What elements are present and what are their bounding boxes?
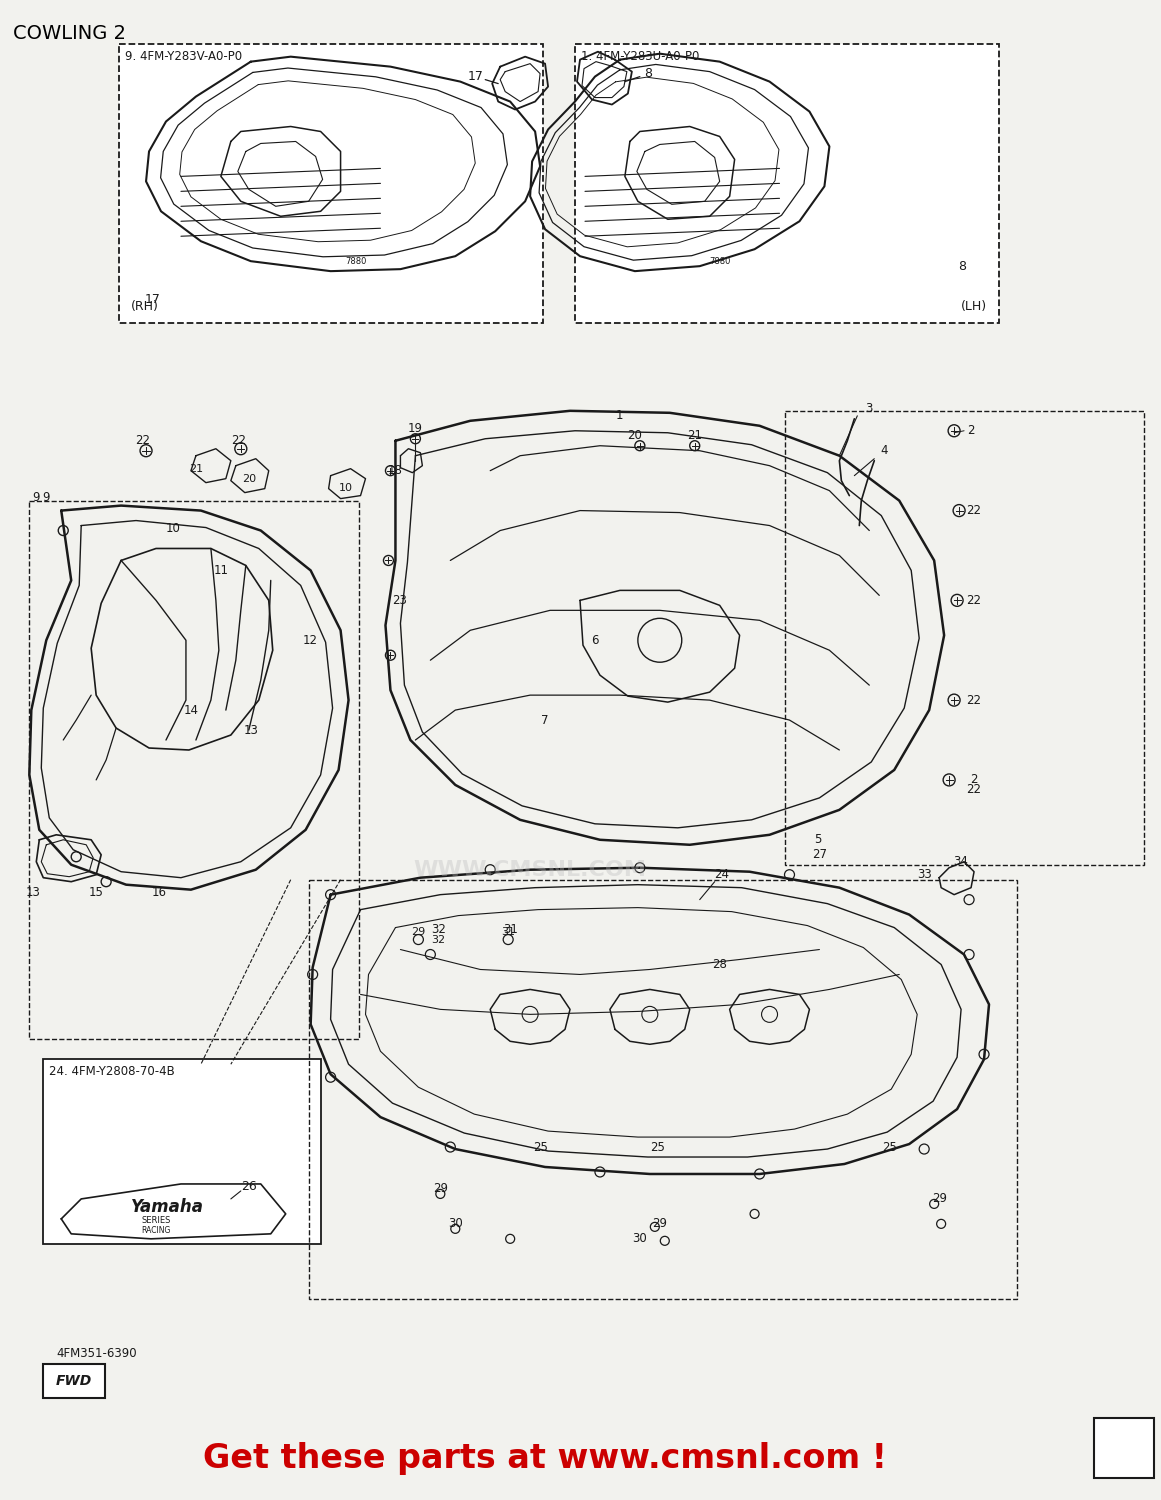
Text: COWLING 2: COWLING 2 (14, 24, 127, 42)
Bar (43, 1059, 320, 1244)
Text: 7880: 7880 (709, 256, 730, 265)
Text: 7: 7 (541, 714, 549, 726)
Text: 17: 17 (468, 70, 483, 82)
Text: 17: 17 (145, 292, 161, 306)
Text: 5: 5 (814, 834, 821, 846)
Text: 4: 4 (880, 444, 888, 458)
Text: 22: 22 (967, 504, 981, 518)
Text: 28: 28 (712, 958, 727, 970)
Bar (785, 411, 1144, 864)
Text: 7880: 7880 (345, 256, 366, 265)
Text: 3: 3 (866, 402, 873, 416)
Text: 16: 16 (152, 886, 166, 898)
Text: 15: 15 (88, 886, 103, 898)
Text: 13: 13 (26, 886, 41, 898)
Text: 10: 10 (166, 522, 180, 536)
Text: 30: 30 (448, 1218, 463, 1230)
Text: FWD: FWD (56, 1374, 93, 1389)
Text: WWW.CMSNL.COM: WWW.CMSNL.COM (413, 859, 647, 879)
Bar (309, 879, 1017, 1299)
Text: 33: 33 (917, 868, 931, 880)
Text: RACING: RACING (140, 1227, 171, 1236)
Text: 34: 34 (953, 855, 968, 868)
Text: 14: 14 (183, 704, 199, 717)
Text: 21: 21 (687, 429, 702, 442)
Text: 9. 4FM-Y283V-A0-P0: 9. 4FM-Y283V-A0-P0 (125, 50, 243, 63)
Text: 22: 22 (231, 433, 246, 447)
Text: 25: 25 (882, 1140, 896, 1154)
Text: 32: 32 (431, 922, 446, 936)
Text: (RH): (RH) (131, 300, 159, 313)
Text: 24: 24 (714, 868, 729, 880)
Text: 20: 20 (241, 474, 255, 483)
Text: 6: 6 (591, 634, 599, 646)
Text: 8: 8 (958, 260, 966, 273)
Text: Get these parts at www.cmsnl.com !: Get these parts at www.cmsnl.com ! (203, 1442, 887, 1474)
Text: 19: 19 (408, 423, 423, 435)
Text: 18: 18 (388, 464, 403, 477)
Text: 31: 31 (502, 927, 515, 936)
Text: 23: 23 (392, 594, 406, 608)
Text: 20: 20 (627, 429, 642, 442)
Bar (575, 44, 998, 322)
Text: 1. 4FM-Y283U-A0-P0: 1. 4FM-Y283U-A0-P0 (580, 50, 699, 63)
Text: Yamaha: Yamaha (131, 1198, 204, 1216)
Text: 30: 30 (633, 1233, 647, 1245)
Text: 4FM351-6390: 4FM351-6390 (56, 1347, 137, 1360)
Text: 32: 32 (431, 934, 446, 945)
Text: 13: 13 (244, 723, 258, 736)
Text: 29: 29 (411, 927, 426, 936)
Text: 24. 4FM-Y2808-70-4B: 24. 4FM-Y2808-70-4B (49, 1065, 175, 1078)
Text: 1: 1 (616, 410, 623, 423)
Text: 29: 29 (931, 1192, 946, 1206)
Text: 31: 31 (503, 922, 518, 936)
Bar (1094, 1419, 1154, 1479)
Text: 29: 29 (652, 1218, 668, 1230)
Text: 11: 11 (214, 564, 229, 578)
Text: (LH): (LH) (961, 300, 987, 313)
Text: 10: 10 (339, 483, 353, 492)
Text: 22: 22 (967, 693, 981, 706)
Bar (120, 44, 543, 322)
Text: 25: 25 (533, 1140, 548, 1154)
Bar (43, 1364, 106, 1398)
Text: 9: 9 (33, 490, 41, 504)
Text: 21: 21 (189, 464, 203, 474)
Text: 22: 22 (967, 783, 981, 796)
Text: 27: 27 (812, 847, 827, 861)
Text: 2: 2 (967, 424, 975, 438)
Text: 12: 12 (303, 634, 318, 646)
Text: 25: 25 (650, 1140, 665, 1154)
Text: 22: 22 (136, 433, 151, 447)
Text: 9: 9 (43, 490, 50, 504)
Text: 8: 8 (644, 68, 651, 80)
Bar (29, 501, 359, 1040)
Text: SERIES: SERIES (140, 1216, 171, 1225)
Text: 22: 22 (967, 594, 981, 608)
Text: 29: 29 (433, 1182, 448, 1196)
Text: 26: 26 (241, 1180, 257, 1194)
Text: 2: 2 (971, 774, 978, 786)
